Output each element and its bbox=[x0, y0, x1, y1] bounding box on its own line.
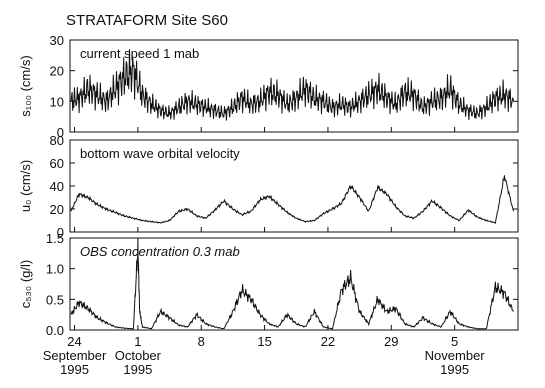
panel-current-speed: current speed 1 mab s₁₀₀ (cm/s) 0 10 20 30 bbox=[18, 33, 519, 140]
panel-2-series-line bbox=[70, 175, 514, 224]
figure-title: STRATAFORM Site S60 bbox=[66, 12, 228, 29]
x-tick-label-day-1: 1 bbox=[134, 334, 141, 349]
panel-1-frame bbox=[69, 39, 519, 133]
x-tick-label-year-1: 1995 bbox=[123, 362, 152, 377]
panel-3-ylabel: c₅₃₀ (g/l) bbox=[18, 260, 33, 308]
panel-2-ytick-label-0: 0 bbox=[57, 225, 64, 240]
panel-2-ytick-label-3: 60 bbox=[50, 156, 64, 171]
panel-3-annotation: OBS concentration 0.3 mab bbox=[80, 244, 240, 259]
x-tick-label-day-4: 22 bbox=[321, 334, 335, 349]
panel-2-ytick-label-4: 80 bbox=[50, 133, 64, 148]
x-tick-label-day-0: 24 bbox=[67, 334, 81, 349]
panel-3-series-line bbox=[70, 237, 514, 330]
panel-1-ytick-label-2: 20 bbox=[50, 64, 64, 79]
panel-1-series-line bbox=[70, 49, 514, 121]
x-tick-label-month-0: September bbox=[43, 348, 107, 363]
panel-2-ytick-label-2: 40 bbox=[50, 179, 64, 194]
panel-2-annotation: bottom wave orbital velocity bbox=[80, 146, 240, 161]
panel-2-ytick-label-1: 20 bbox=[50, 202, 64, 217]
panel-1-ytick-label-0: 0 bbox=[57, 125, 64, 140]
panel-1-ytick-label-1: 10 bbox=[50, 94, 64, 109]
x-tick-label-year-6: 1995 bbox=[440, 362, 469, 377]
panel-2-ylabel: u₀ (cm/s) bbox=[18, 160, 33, 212]
panel-1-ylabel: s₁₀₀ (cm/s) bbox=[18, 55, 33, 116]
x-tick-label-day-5: 29 bbox=[384, 334, 398, 349]
panel-3-ytick-label-0: 0.0 bbox=[46, 323, 64, 338]
x-tick-label-day-2: 8 bbox=[198, 334, 205, 349]
panel-3-ytick-label-2: 1.0 bbox=[46, 262, 64, 277]
x-tick-label-day-6: 5 bbox=[451, 334, 458, 349]
x-tick-label-month-6: November bbox=[425, 348, 486, 363]
panel-3-ytick-label-1: 0.5 bbox=[46, 292, 64, 307]
x-tick-label-year-0: 1995 bbox=[60, 362, 89, 377]
panel-1-ytick-label-3: 30 bbox=[50, 33, 64, 48]
panel-3-frame bbox=[69, 237, 519, 331]
panel-3-ytick-label-3: 1.5 bbox=[46, 231, 64, 246]
x-tick-label-month-1: October bbox=[115, 348, 162, 363]
panel-obs-concentration: OBS concentration 0.3 mab c₅₃₀ (g/l) 0.0… bbox=[18, 231, 519, 338]
panel-1-annotation: current speed 1 mab bbox=[80, 46, 199, 61]
x-tick-label-day-3: 15 bbox=[257, 334, 271, 349]
panel-wave-velocity: bottom wave orbital velocity u₀ (cm/s) 0… bbox=[18, 133, 519, 240]
